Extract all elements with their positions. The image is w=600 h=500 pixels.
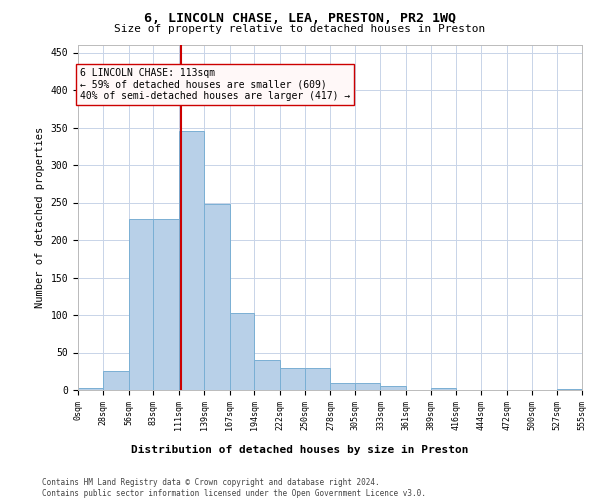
Bar xyxy=(280,368,305,390)
Text: 6 LINCOLN CHASE: 113sqm
← 59% of detached houses are smaller (609)
40% of semi-d: 6 LINCOLN CHASE: 113sqm ← 59% of detache… xyxy=(80,68,350,100)
Text: Contains HM Land Registry data © Crown copyright and database right 2024.
Contai: Contains HM Land Registry data © Crown c… xyxy=(42,478,426,498)
Bar xyxy=(103,371,129,390)
Bar xyxy=(204,204,230,390)
Bar xyxy=(78,388,103,390)
Bar xyxy=(355,382,380,390)
Bar xyxy=(305,368,331,390)
Bar xyxy=(557,388,582,390)
Bar xyxy=(431,388,456,390)
Bar xyxy=(230,313,254,390)
Bar xyxy=(331,382,355,390)
Bar xyxy=(254,360,280,390)
Bar xyxy=(154,219,179,390)
Y-axis label: Number of detached properties: Number of detached properties xyxy=(35,127,45,308)
Text: Size of property relative to detached houses in Preston: Size of property relative to detached ho… xyxy=(115,24,485,34)
Bar xyxy=(179,130,204,390)
Bar xyxy=(129,219,154,390)
Text: Distribution of detached houses by size in Preston: Distribution of detached houses by size … xyxy=(131,445,469,455)
Text: 6, LINCOLN CHASE, LEA, PRESTON, PR2 1WQ: 6, LINCOLN CHASE, LEA, PRESTON, PR2 1WQ xyxy=(144,12,456,26)
Bar xyxy=(380,386,406,390)
